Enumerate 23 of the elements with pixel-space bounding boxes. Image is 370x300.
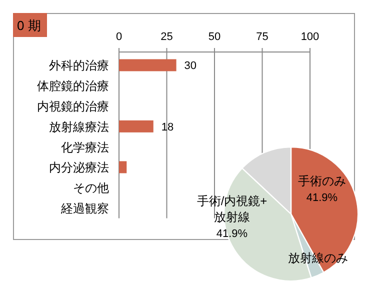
y-tick-label: 内視鏡的治療 <box>37 100 109 114</box>
y-tick-label: 体腔鏡的治療 <box>37 79 109 94</box>
x-tick-label: 100 <box>300 31 320 43</box>
y-tick-label: 化学療法 <box>61 140 109 154</box>
x-tick-label: 50 <box>208 31 221 43</box>
chart-title: 0 期 <box>17 18 41 33</box>
x-tick-label: 25 <box>160 31 173 43</box>
y-tick-label: 外科的治療 <box>49 58 109 73</box>
data-label: 30 <box>184 60 197 72</box>
y-tick-label: その他 <box>73 181 109 196</box>
data-label: 18 <box>161 121 174 134</box>
data-label: 41.9% <box>306 192 338 204</box>
bar <box>119 59 176 72</box>
x-tick-label: 75 <box>256 31 268 43</box>
y-tick-label: 経過観察 <box>60 202 109 216</box>
bar <box>119 120 154 132</box>
data-label: 41.9% <box>216 228 248 240</box>
slice-label: 手術/内視鏡+放射線 <box>196 194 268 224</box>
bar <box>119 161 127 174</box>
y-tick-label: 放射線療法 <box>49 120 109 134</box>
slice-label: 手術のみ <box>298 174 346 188</box>
x-tick-label: 0 <box>116 31 122 43</box>
y-tick-label: 内分泌療法 <box>49 160 109 175</box>
